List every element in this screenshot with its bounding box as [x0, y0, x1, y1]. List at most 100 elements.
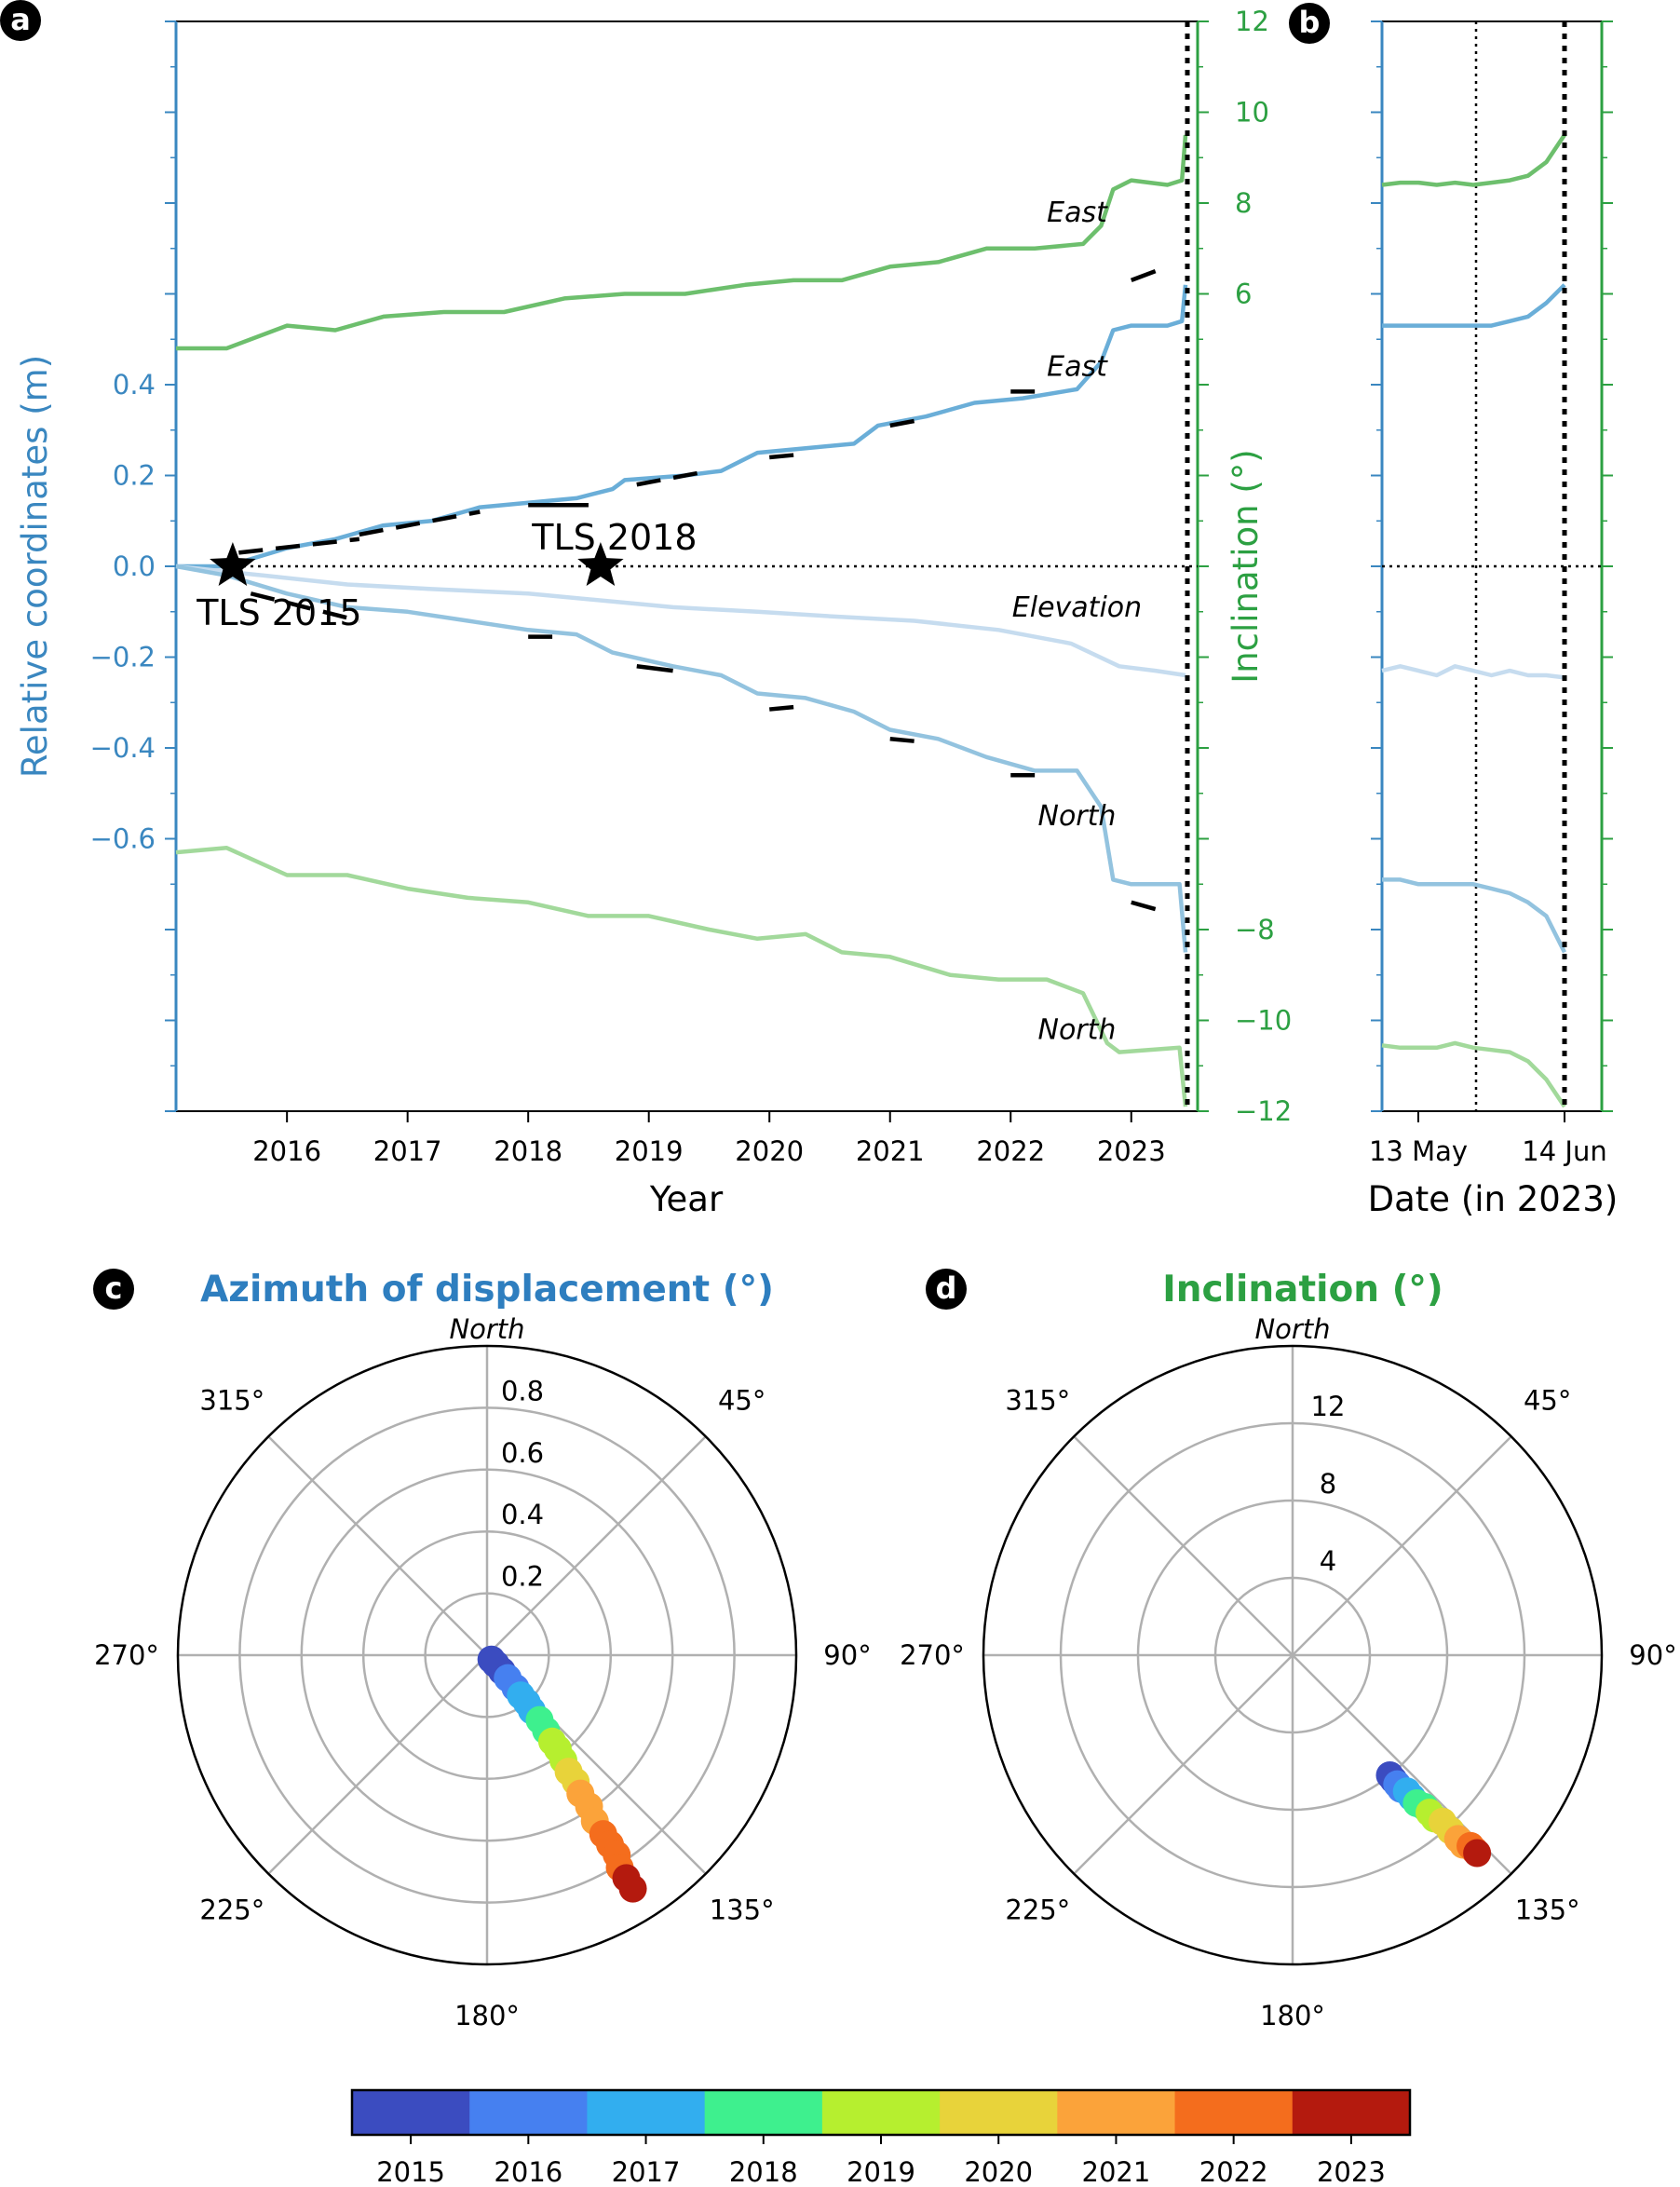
polar-spoke-1	[486, 1435, 707, 1656]
radial-tick-label-2: 12	[1311, 1391, 1346, 1422]
angle-label-315: 315°	[1005, 1384, 1070, 1416]
polar-ring	[1136, 1499, 1449, 1812]
angle-label-270: 270°	[900, 1639, 965, 1671]
model-segment-8	[250, 591, 360, 623]
panel-b-xtick-jun: 14 Jun	[1522, 1135, 1606, 1167]
panel-a-frame	[175, 20, 1199, 1112]
annotation-4: North	[1038, 1013, 1117, 1046]
y2-tick-label-5: −10	[1235, 1005, 1292, 1037]
b-series-line-1	[1382, 283, 1566, 328]
panel-d-badge	[926, 1269, 967, 1310]
polar-ring	[361, 1529, 613, 1781]
panel-c-letter: c	[105, 1270, 123, 1306]
y2-tick-label-1: 10	[1235, 97, 1269, 129]
polar-point-23	[618, 1874, 647, 1903]
x-tick-label-0: 2016	[252, 1135, 321, 1167]
y2-tick-label-6: −12	[1235, 1095, 1292, 1127]
angle-label-45: 45°	[1524, 1384, 1571, 1416]
panel-c-badge	[93, 1269, 134, 1310]
colorbar-swatch-7	[1174, 2090, 1294, 2135]
panel-a-letter: a	[10, 2, 31, 37]
y-tick-label-2: 0.0	[113, 550, 156, 582]
annotation-3: North	[1038, 800, 1117, 833]
colorbar-frame	[350, 2088, 1412, 2137]
colorbar-swatch-1	[469, 2090, 588, 2135]
angle-label-135: 135°	[1515, 1895, 1580, 1926]
x-tick-label-3: 2019	[615, 1135, 684, 1167]
radial-tick-label-3: 0.8	[501, 1375, 544, 1406]
colorbar-label-3: 2018	[729, 2156, 798, 2187]
series-line-2	[175, 564, 1186, 678]
radial-tick-label-1: 8	[1320, 1468, 1336, 1500]
panel-b-series	[1381, 133, 1567, 1108]
panel-a-y2-axis: 12 10 8 6 −8 −10 −12 Inclination (°)	[1198, 6, 1292, 1127]
panel-a-tls-markers: TLS 2015 TLS 2018	[196, 517, 697, 633]
x-tick-label-6: 2022	[976, 1135, 1045, 1167]
angle-label-270: 270°	[94, 1639, 159, 1671]
radial-tick-label-0: 4	[1320, 1545, 1336, 1577]
polar-ring	[238, 1406, 736, 1904]
model-segment-4	[769, 453, 794, 460]
colorbar-label-6: 2021	[1082, 2156, 1151, 2187]
polar-outer-ring	[982, 1344, 1604, 1966]
b-series-line-2	[1381, 664, 1565, 680]
series-line-4	[175, 846, 1188, 1107]
north-label: North	[1254, 1313, 1330, 1345]
panel-b-letter: b	[1299, 5, 1321, 40]
colorbar-swatch-3	[704, 2090, 823, 2135]
model-segment-11	[769, 704, 794, 712]
colorbar-label-2: 2017	[612, 2156, 681, 2187]
radial-tick-label-2: 0.6	[501, 1437, 544, 1469]
model-segment-14	[1131, 900, 1157, 912]
angle-label-180: 180°	[1260, 2000, 1325, 2031]
colorbar-label-8: 2023	[1317, 2156, 1386, 2187]
angle-label-225: 225°	[1005, 1895, 1070, 1926]
angle-label-45: 45°	[718, 1384, 765, 1416]
y-tick-label-0: 0.4	[113, 369, 156, 401]
tls-star-1	[577, 542, 624, 586]
tls-label-0: TLS 2015	[196, 592, 361, 633]
polar-outer-ring	[176, 1344, 798, 1966]
panel-c-title: Azimuth of displacement (°)	[200, 1269, 774, 1311]
polar-point-16	[1463, 1839, 1492, 1868]
colorbar-label-5: 2020	[964, 2156, 1033, 2187]
radial-tick-label-1: 0.4	[501, 1499, 544, 1530]
panel-d-title: Inclination (°)	[1162, 1269, 1443, 1311]
b-series-line-0	[1381, 133, 1566, 187]
colorbar-swatch-8	[1292, 2090, 1411, 2135]
y-tick-label-4: −0.4	[90, 732, 156, 764]
y2-tick-label-2: 8	[1235, 187, 1252, 219]
series-line-3	[175, 564, 1188, 953]
annotation-1: East	[1047, 351, 1108, 384]
annotation-0: East	[1047, 197, 1108, 229]
colorbar-label-4: 2019	[847, 2156, 915, 2187]
angle-label-90: 90°	[823, 1639, 871, 1671]
model-segment-5	[889, 418, 915, 428]
north-label: North	[449, 1313, 524, 1345]
colorbar-label-1: 2016	[494, 2156, 562, 2187]
model-segment-1	[359, 509, 481, 537]
x-tick-label-2: 2018	[494, 1135, 562, 1167]
panel-a-x-axis: 2016 2017 2018 2019 2020 2021 2022 2023	[252, 1111, 1166, 1167]
model-segment-0	[238, 537, 360, 555]
panel-c-polar: 0.2 0.4 0.6 0.8 North 45° 90° 135° 180° 225° 270° 3…	[94, 1313, 872, 2031]
panel-b-axes	[1371, 20, 1613, 1122]
panel-a-xlabel: Year	[649, 1179, 724, 1219]
angle-label-225: 225°	[199, 1895, 264, 1926]
panel-a-model-segments	[238, 269, 1157, 912]
panel-b-badge	[1289, 3, 1330, 44]
y-tick-label-1: 0.2	[113, 460, 156, 492]
panel-a-ylabel: Relative coordinates (m)	[15, 355, 55, 778]
colorbar-label-0: 2015	[376, 2156, 445, 2187]
panel-b-xlabel: Date (in 2023)	[1368, 1179, 1619, 1219]
angle-label-90: 90°	[1629, 1639, 1676, 1671]
model-segment-3	[636, 469, 710, 487]
panel-a: a 0.4 0.2 0.0 −0.2 −0.4 −0.6 12 10 8 6 −8 −10 −12 In…	[0, 0, 1292, 1219]
panel-a-badge	[0, 0, 41, 41]
panel-d: d Inclination (°) 4 8 12 North 45° 90° 135° 180…	[900, 1269, 1677, 2031]
x-tick-label-1: 2017	[373, 1135, 442, 1167]
polar-spoke-7	[267, 1435, 488, 1656]
angle-label-135: 135°	[710, 1895, 775, 1926]
panel-a-annotations: East East Elevation North North	[1012, 197, 1142, 1047]
